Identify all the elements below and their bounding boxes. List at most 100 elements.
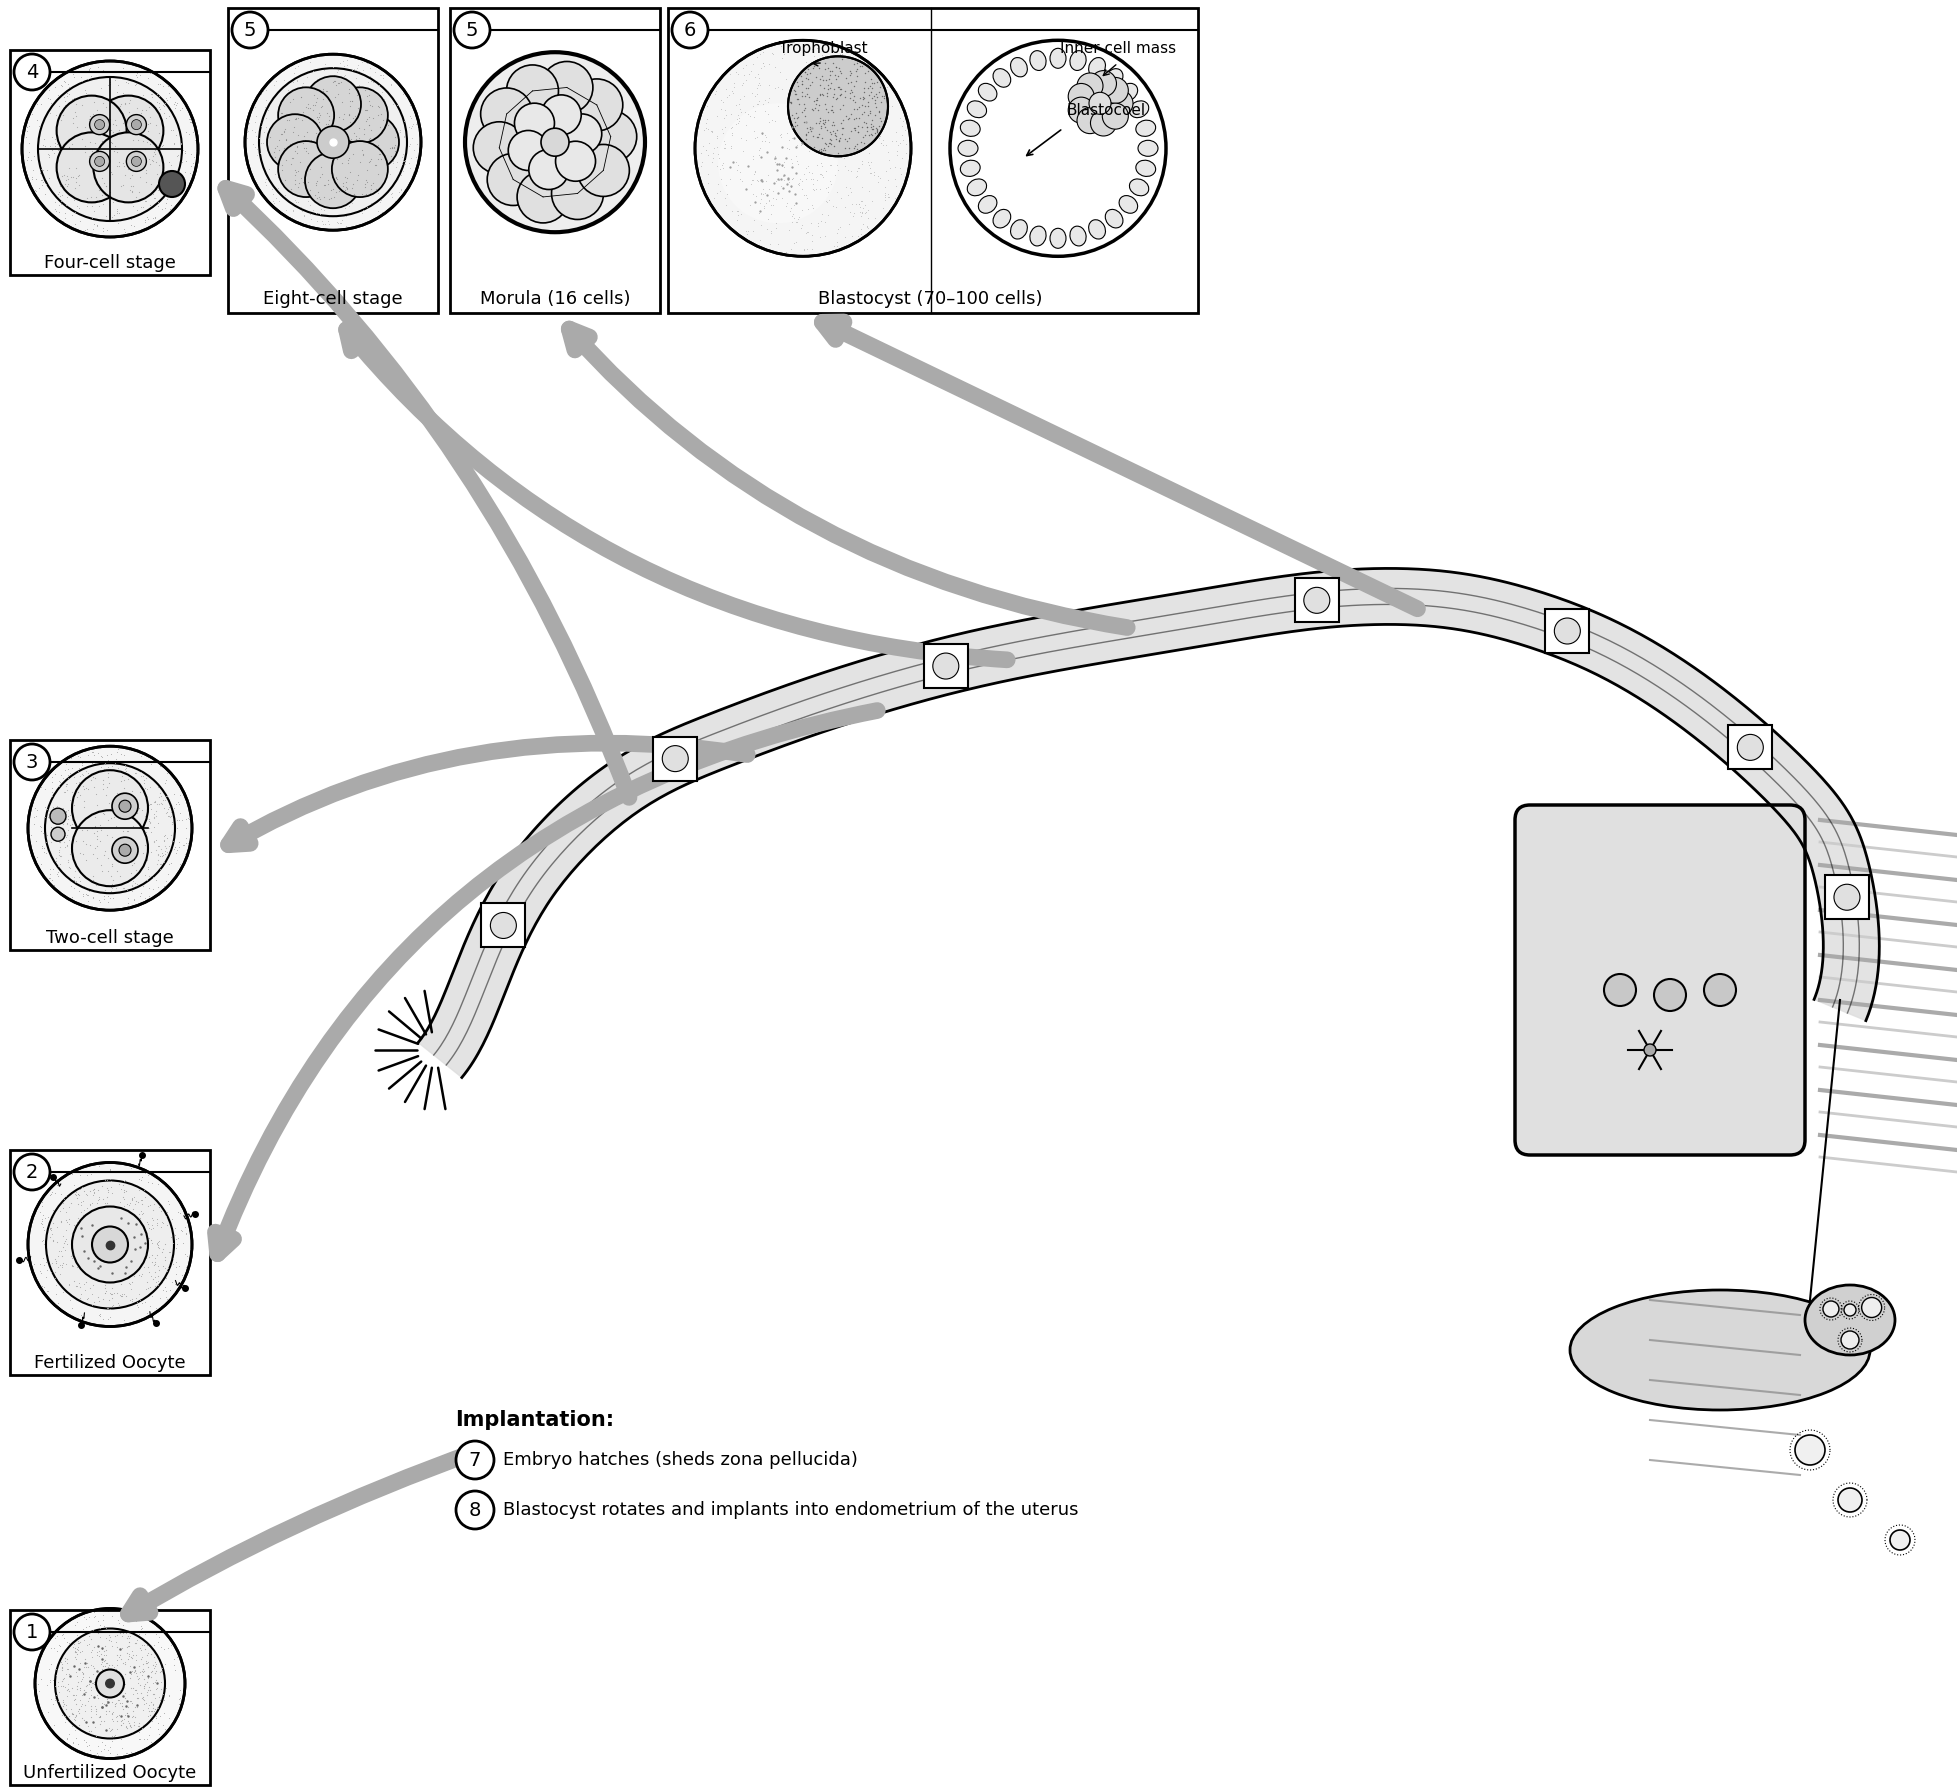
Point [108,801,139,830]
Point [90,1633,121,1661]
Point [94,129,125,158]
Point [303,100,335,129]
Point [720,206,751,235]
Point [31,1670,63,1699]
Point [78,848,110,876]
Point [812,172,843,201]
Point [162,142,194,170]
Point [838,201,869,229]
Point [117,100,149,129]
Point [104,862,135,891]
Point [121,1292,153,1321]
Point [70,880,102,909]
Point [147,785,178,814]
Point [810,56,842,84]
Point [703,152,734,181]
Point [133,882,164,910]
Point [170,147,202,176]
Point [117,1287,149,1315]
Point [57,129,88,158]
Point [98,806,129,835]
Point [51,823,82,851]
Point [84,1258,115,1287]
Point [710,170,742,199]
Point [344,102,376,131]
Point [149,769,180,797]
Point [86,1201,117,1229]
Point [94,1165,125,1193]
Point [121,849,153,878]
Point [70,1222,102,1251]
Point [849,109,881,138]
Point [143,831,174,860]
Point [86,787,117,815]
Point [61,1272,92,1301]
Point [157,116,188,145]
Point [86,1634,117,1663]
Point [119,792,151,821]
Point [266,120,297,149]
Point [59,125,90,154]
Point [307,156,339,185]
Point [112,830,143,858]
Point [33,1667,65,1695]
Point [106,1279,137,1308]
Point [53,1204,84,1233]
Point [331,81,362,109]
Point [102,1620,133,1649]
Point [155,190,186,219]
Point [703,168,734,197]
Point [96,1228,127,1256]
Point [80,1697,112,1726]
Point [153,849,184,878]
Point [703,122,734,151]
Point [114,1622,145,1650]
Point [72,891,104,919]
Point [51,771,82,799]
Point [67,1667,98,1695]
Point [96,1715,127,1744]
Point [812,188,843,217]
Point [59,1681,90,1710]
Point [722,109,753,138]
Point [292,210,323,238]
Point [160,1656,192,1684]
Point [327,70,358,99]
Point [331,95,362,124]
Point [789,181,820,210]
Point [751,204,783,233]
Point [70,814,102,842]
Point [333,159,364,188]
Point [857,82,888,111]
Point [51,1609,82,1638]
Point [145,1197,176,1226]
Point [738,159,769,188]
Point [112,1251,143,1279]
Point [268,165,299,194]
Point [859,86,890,115]
Point [61,1672,92,1701]
Point [331,168,362,197]
Point [82,835,114,864]
Point [53,1271,84,1299]
Point [791,115,822,143]
Point [92,826,123,855]
Point [855,120,887,149]
Point [157,826,188,855]
Point [92,1659,123,1688]
Point [78,1602,110,1631]
Circle shape [456,1441,493,1478]
Point [68,165,100,194]
Point [307,183,339,211]
Point [851,90,883,118]
Point [61,88,92,116]
Point [753,70,785,99]
Point [147,1235,178,1263]
Point [143,70,174,99]
Point [131,763,162,792]
Point [68,1625,100,1654]
Point [63,876,94,905]
Point [370,109,401,138]
Point [43,179,74,208]
Point [738,165,769,194]
